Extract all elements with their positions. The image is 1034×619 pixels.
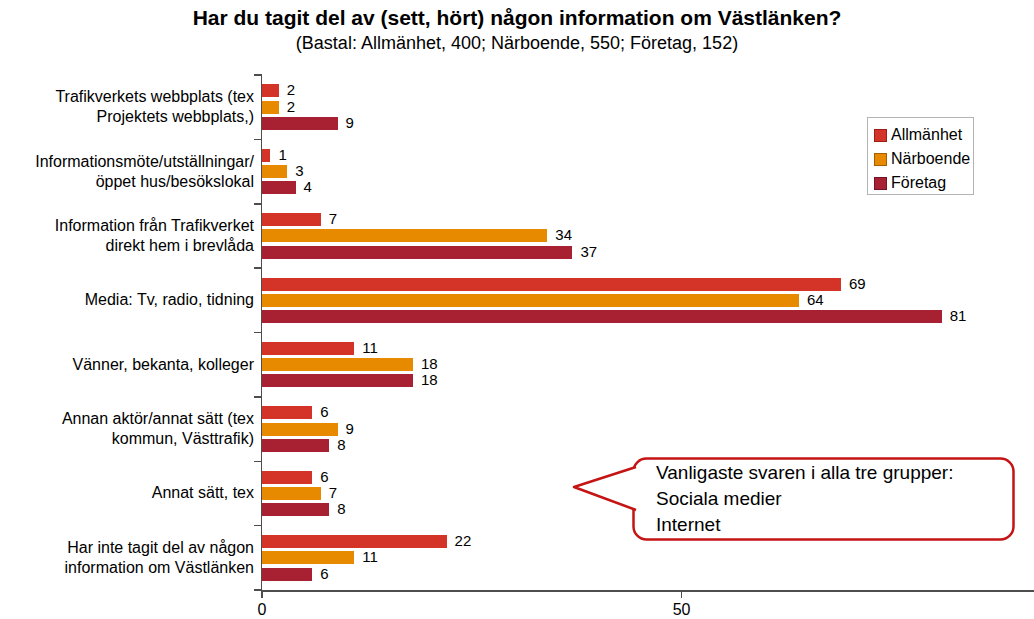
x-axis-line <box>261 590 1034 592</box>
bar-value-label: 11 <box>362 341 378 354</box>
y-axis-tick <box>254 203 262 205</box>
bar-allmanhet <box>262 471 312 484</box>
chart-canvas: Har du tagit del av (sett, hört) någon i… <box>0 0 1034 619</box>
category-label-annan-aktor-annat-satt-t: Annan aktör/annat sätt (tex kommun, Väst… <box>6 397 254 461</box>
bar-foretag <box>262 568 312 581</box>
legend-label-allmanhet: Allmänhet <box>891 126 962 144</box>
bar-foretag <box>262 439 329 452</box>
legend-item-narboende: Närboende <box>874 147 973 171</box>
y-axis-tick <box>254 461 262 463</box>
bar-value-label: 8 <box>337 502 345 515</box>
legend-item-allmanhet: Allmänhet <box>874 123 973 147</box>
category-label-annat-satt-tex: Annat sätt, tex <box>6 461 254 525</box>
bar-value-label: 22 <box>455 534 472 547</box>
legend-label-narboende: Närboende <box>891 150 970 168</box>
callout-tail <box>574 467 636 510</box>
bar-foretag <box>262 246 572 259</box>
y-axis-tick <box>254 267 262 269</box>
bar-allmanhet <box>262 278 841 291</box>
bar-value-label: 6 <box>320 470 328 483</box>
chart-title: Har du tagit del av (sett, hört) någon i… <box>0 6 1034 30</box>
y-axis-tick <box>254 74 262 76</box>
bar-value-label: 37 <box>580 245 597 258</box>
legend-marker-allmanhet-icon <box>874 129 887 142</box>
legend-marker-narboende-icon <box>874 153 887 166</box>
bar-value-label: 81 <box>950 309 967 322</box>
category-label-media-tv-radio-tidning: Media: Tv, radio, tidning <box>6 268 254 332</box>
bar-value-label: 9 <box>346 422 354 435</box>
category-axis: Trafikverkets webbplats (tex Projektets … <box>6 75 254 590</box>
bar-allmanhet <box>262 535 447 548</box>
bar-narboende <box>262 423 338 436</box>
bar-value-label: 7 <box>329 486 337 499</box>
bar-value-label: 7 <box>329 212 337 225</box>
bar-allmanhet <box>262 342 354 355</box>
bar-value-label: 18 <box>421 373 438 386</box>
bar-value-label: 2 <box>287 100 295 113</box>
bar-narboende <box>262 165 287 178</box>
y-axis-tick <box>254 332 262 334</box>
y-axis-tick <box>254 396 262 398</box>
bar-value-label: 64 <box>807 293 824 306</box>
bar-value-label: 6 <box>320 405 328 418</box>
bar-value-label: 3 <box>295 164 303 177</box>
bar-allmanhet <box>262 406 312 419</box>
bar-value-label: 2 <box>287 83 295 96</box>
bar-narboende <box>262 358 413 371</box>
bar-allmanhet <box>262 213 321 226</box>
bar-foretag <box>262 374 413 387</box>
bar-value-label: 8 <box>337 438 345 451</box>
x-axis-tick-label: 0 <box>258 601 267 619</box>
bar-value-label: 11 <box>362 550 378 563</box>
bar-foretag <box>262 181 296 194</box>
bar-narboende <box>262 487 321 500</box>
bar-narboende <box>262 229 547 242</box>
legend-label-foretag: Företag <box>891 174 946 192</box>
bar-allmanhet <box>262 149 270 162</box>
bar-value-label: 6 <box>320 567 328 580</box>
category-label-informationsmote-utstall: Informationsmöte/utställningar/ öppet hu… <box>6 139 254 203</box>
legend: Allmänhet Närboende Företag <box>867 117 974 195</box>
legend-marker-foretag-icon <box>874 177 887 190</box>
category-label-trafikverkets-webbplats-: Trafikverkets webbplats (tex Projektets … <box>6 75 254 139</box>
category-label-vanner-bekanta-kolleger: Vänner, bekanta, kolleger <box>6 333 254 397</box>
bar-narboende <box>262 101 279 114</box>
bar-value-label: 4 <box>304 180 312 193</box>
bar-narboende <box>262 294 799 307</box>
bar-value-label: 1 <box>278 148 286 161</box>
bar-narboende <box>262 551 354 564</box>
bar-foretag <box>262 503 329 516</box>
bar-allmanhet <box>262 84 279 97</box>
legend-item-foretag: Företag <box>874 171 973 195</box>
bar-value-label: 34 <box>555 228 572 241</box>
bar-foretag <box>262 117 338 130</box>
bar-value-label: 18 <box>421 357 438 370</box>
y-axis-tick <box>254 139 262 141</box>
x-axis-tick <box>261 592 263 598</box>
bar-foretag <box>262 310 942 323</box>
bar-value-label: 69 <box>849 277 866 290</box>
chart-subtitle: (Bastal: Allmänhet, 400; Närboende, 550;… <box>0 33 1034 54</box>
x-axis-tick-label: 50 <box>673 601 691 619</box>
callout-text: Vanligaste svaren i alla tre grupper: So… <box>656 460 1012 538</box>
category-label-information-fran-trafikv: Information från Trafikverket direkt hem… <box>6 204 254 268</box>
category-label-har-inte-tagit-del-av-na: Har inte tagit del av någon information … <box>6 526 254 590</box>
bar-value-label: 9 <box>346 116 354 129</box>
x-axis-tick <box>681 592 683 598</box>
y-axis-tick <box>254 525 262 527</box>
